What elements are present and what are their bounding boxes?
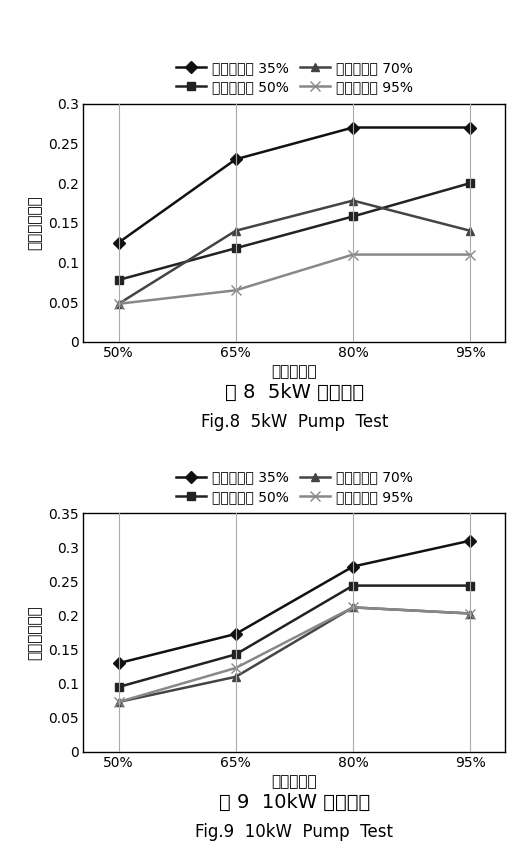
水泵占空比 35%: [232, 629, 239, 639]
水泵占空比 70%: [232, 671, 239, 682]
X-axis label: 风扇占空比: 风扇占空比: [271, 774, 317, 789]
水泵占空比 35%: [232, 154, 239, 164]
Legend: 水泵占空比 35%, 水泵占空比 50%, 水泵占空比 70%, 水泵占空比 95%: 水泵占空比 35%, 水泵占空比 50%, 水泵占空比 70%, 水泵占空比 9…: [176, 471, 413, 504]
Line: 水泵占空比 50%: 水泵占空比 50%: [115, 581, 474, 691]
Line: 水泵占空比 35%: 水泵占空比 35%: [115, 537, 474, 667]
水泵占空比 50%: [467, 178, 473, 188]
水泵占空比 35%: [350, 562, 356, 572]
Legend: 水泵占空比 35%, 水泵占空比 50%, 水泵占空比 70%, 水泵占空比 95%: 水泵占空比 35%, 水泵占空比 50%, 水泵占空比 70%, 水泵占空比 9…: [176, 60, 413, 94]
水泵占空比 95%: [116, 299, 122, 309]
水泵占空比 50%: [116, 682, 122, 692]
Text: Fig.9  10kW  Pump  Test: Fig.9 10kW Pump Test: [195, 823, 393, 841]
水泵占空比 70%: [467, 226, 473, 236]
Line: 水泵占空比 70%: 水泵占空比 70%: [115, 196, 474, 308]
水泵占空比 50%: [350, 212, 356, 222]
水泵占空比 50%: [350, 581, 356, 591]
Y-axis label: 散热能力系数: 散热能力系数: [28, 195, 43, 251]
水泵占空比 95%: [467, 250, 473, 260]
水泵占空比 95%: [232, 663, 239, 673]
Text: Fig.8  5kW  Pump  Test: Fig.8 5kW Pump Test: [201, 413, 388, 431]
水泵占空比 50%: [232, 243, 239, 253]
水泵占空比 35%: [350, 123, 356, 133]
水泵占空比 50%: [116, 275, 122, 285]
水泵占空比 35%: [116, 658, 122, 669]
Text: 图 9  10kW 水泵试验: 图 9 10kW 水泵试验: [219, 793, 370, 812]
水泵占空比 70%: [467, 608, 473, 619]
水泵占空比 50%: [467, 581, 473, 591]
X-axis label: 风扇占空比: 风扇占空比: [271, 365, 317, 379]
Line: 水泵占空比 95%: 水泵占空比 95%: [114, 250, 475, 308]
水泵占空比 95%: [232, 285, 239, 295]
水泵占空比 70%: [350, 195, 356, 206]
Line: 水泵占空比 95%: 水泵占空比 95%: [114, 602, 475, 707]
水泵占空比 95%: [116, 696, 122, 707]
水泵占空比 95%: [350, 602, 356, 613]
水泵占空比 70%: [116, 696, 122, 707]
Line: 水泵占空比 70%: 水泵占空比 70%: [115, 603, 474, 706]
水泵占空比 35%: [467, 123, 473, 133]
水泵占空比 35%: [467, 536, 473, 546]
Line: 水泵占空比 35%: 水泵占空比 35%: [115, 124, 474, 247]
水泵占空比 70%: [116, 299, 122, 309]
水泵占空比 95%: [467, 608, 473, 619]
水泵占空比 35%: [116, 238, 122, 248]
水泵占空比 70%: [350, 602, 356, 613]
Line: 水泵占空比 50%: 水泵占空比 50%: [115, 179, 474, 284]
水泵占空比 50%: [232, 649, 239, 659]
Text: 图 8  5kW 水泵试验: 图 8 5kW 水泵试验: [225, 384, 364, 403]
Y-axis label: 散热能力系数: 散热能力系数: [28, 605, 43, 660]
水泵占空比 95%: [350, 250, 356, 260]
水泵占空比 70%: [232, 226, 239, 236]
